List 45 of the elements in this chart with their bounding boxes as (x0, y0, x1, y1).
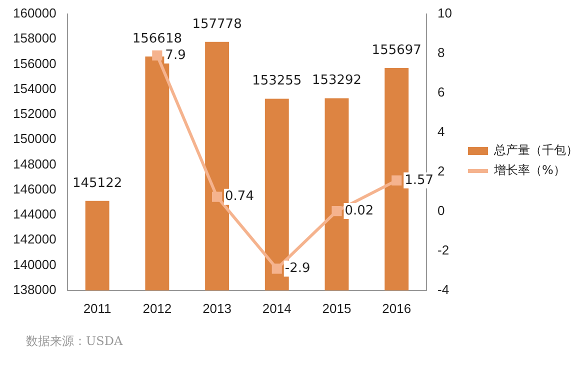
y-tick-label: 142000 (12, 232, 56, 247)
point (272, 264, 282, 274)
point (392, 175, 402, 186)
data-label: 0.74 (225, 189, 254, 204)
point (152, 50, 162, 60)
y-tick-label: 138000 (12, 282, 56, 297)
x-tick-label: 2015 (322, 300, 352, 316)
legend-label: 增长率（%） (494, 163, 566, 177)
y2-tick-label: 4 (438, 124, 445, 140)
y-tick-label: 158000 (12, 30, 56, 46)
y2-tick-label: 2 (438, 164, 445, 179)
data-label: 1.57 (404, 172, 434, 188)
data-label: 153255 (252, 74, 302, 89)
y2-tick-label: 10 (438, 6, 452, 21)
y-tick-label: 154000 (12, 80, 56, 96)
data-label: 0.02 (344, 203, 374, 218)
y-tick-label: 156000 (12, 56, 56, 71)
x-tick-label: 2016 (382, 300, 412, 316)
y-tick-label: 144000 (12, 206, 56, 222)
y2-tick-label: -4 (438, 282, 450, 297)
y-tick-label: 152000 (12, 106, 56, 122)
x-tick-label: 2013 (202, 300, 232, 316)
x-tick-label: 2011 (83, 300, 112, 316)
y-tick-label: 140000 (12, 256, 56, 272)
x-tick-label: 2014 (262, 300, 292, 316)
data-label: 145122 (72, 176, 122, 191)
data-label: 155697 (372, 42, 422, 58)
y-tick-label: 146000 (12, 181, 56, 196)
data-label: 153292 (312, 73, 362, 88)
y2-tick-label: 8 (438, 45, 445, 60)
y2-tick-label: -2 (438, 242, 450, 258)
x-tick-label: 2012 (142, 300, 172, 316)
y2-tick-label: 6 (438, 84, 445, 100)
data-label: 156618 (132, 31, 182, 46)
y2-tick-label: 0 (438, 203, 445, 218)
point (332, 206, 342, 216)
y-tick-label: 148000 (12, 156, 56, 172)
y-tick-label: 150000 (12, 131, 56, 146)
data-label: 157778 (192, 16, 242, 32)
point (212, 192, 222, 202)
data-label: -2.9 (284, 261, 310, 276)
source-note: 数据来源：USDA (26, 333, 123, 350)
y-tick-label: 160000 (12, 6, 56, 21)
legend-label: 总产量（千包） (494, 143, 578, 157)
data-label: 7.9 (165, 48, 186, 63)
